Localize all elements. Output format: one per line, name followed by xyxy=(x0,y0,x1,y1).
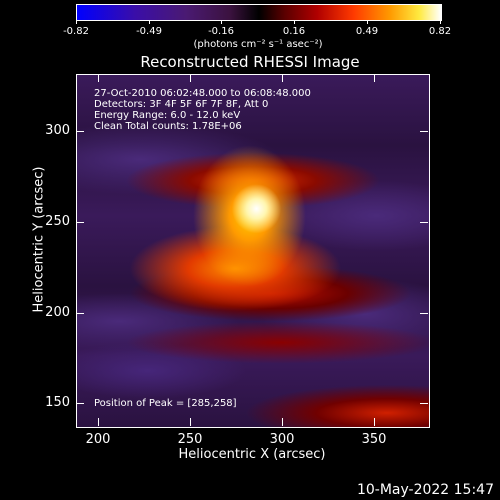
colorbar-units: (photons cm⁻² s⁻¹ asec⁻²) xyxy=(193,39,323,50)
colorbar-label: 0.16 xyxy=(282,26,306,37)
colorbar-tick xyxy=(76,20,77,24)
colorbar-tick xyxy=(294,20,295,24)
y-tick xyxy=(420,313,428,314)
x-tick-label: 350 xyxy=(361,432,387,447)
y-tick xyxy=(420,222,428,223)
y-tick xyxy=(76,313,84,314)
x-tick xyxy=(282,74,283,82)
y-tick-label: 300 xyxy=(45,123,70,138)
x-tick xyxy=(98,74,99,82)
colorbar-tick xyxy=(440,20,441,24)
y-tick-label: 250 xyxy=(45,214,70,229)
colorbar-tick xyxy=(221,20,222,24)
peak-position-label: Position of Peak = [285,258] xyxy=(94,398,237,409)
colorbar-tick xyxy=(367,20,368,24)
y-tick xyxy=(76,222,84,223)
info-time-range: 27-Oct-2010 06:02:48.000 to 06:08:48.000 xyxy=(94,88,311,99)
colorbar-label: -0.16 xyxy=(208,26,234,37)
y-axis-title: Heliocentric Y (arcsec) xyxy=(31,166,47,313)
colorbar xyxy=(76,4,442,21)
colorbar-tick xyxy=(149,20,150,24)
x-axis-title: Heliocentric X (arcsec) xyxy=(178,447,326,462)
x-tick xyxy=(282,418,283,426)
y-tick xyxy=(420,403,428,404)
x-tick xyxy=(190,74,191,82)
y-tick-label: 200 xyxy=(45,305,70,320)
y-tick xyxy=(420,131,428,132)
x-tick-label: 200 xyxy=(85,432,111,447)
y-tick xyxy=(76,131,84,132)
x-tick xyxy=(374,418,375,426)
x-tick xyxy=(190,418,191,426)
colorbar-label: 0.82 xyxy=(428,26,452,37)
colorbar-label: -0.49 xyxy=(136,26,162,37)
x-tick xyxy=(374,74,375,82)
info-counts: Clean Total counts: 1.78E+06 xyxy=(94,121,242,132)
colorbar-label: -0.82 xyxy=(63,26,89,37)
info-detectors: Detectors: 3F 4F 5F 6F 7F 8F, Att 0 xyxy=(94,99,269,110)
y-tick-label: 150 xyxy=(45,395,70,410)
y-tick xyxy=(76,403,84,404)
x-tick-label: 300 xyxy=(269,432,295,447)
timestamp: 10-May-2022 15:47 xyxy=(356,482,494,498)
info-energy-range: Energy Range: 6.0 - 12.0 keV xyxy=(94,110,241,121)
image-plot xyxy=(76,74,430,428)
image-title: Reconstructed RHESSI Image xyxy=(140,53,360,71)
x-tick-label: 250 xyxy=(177,432,203,447)
x-tick xyxy=(98,418,99,426)
colorbar-label: 0.49 xyxy=(355,26,379,37)
